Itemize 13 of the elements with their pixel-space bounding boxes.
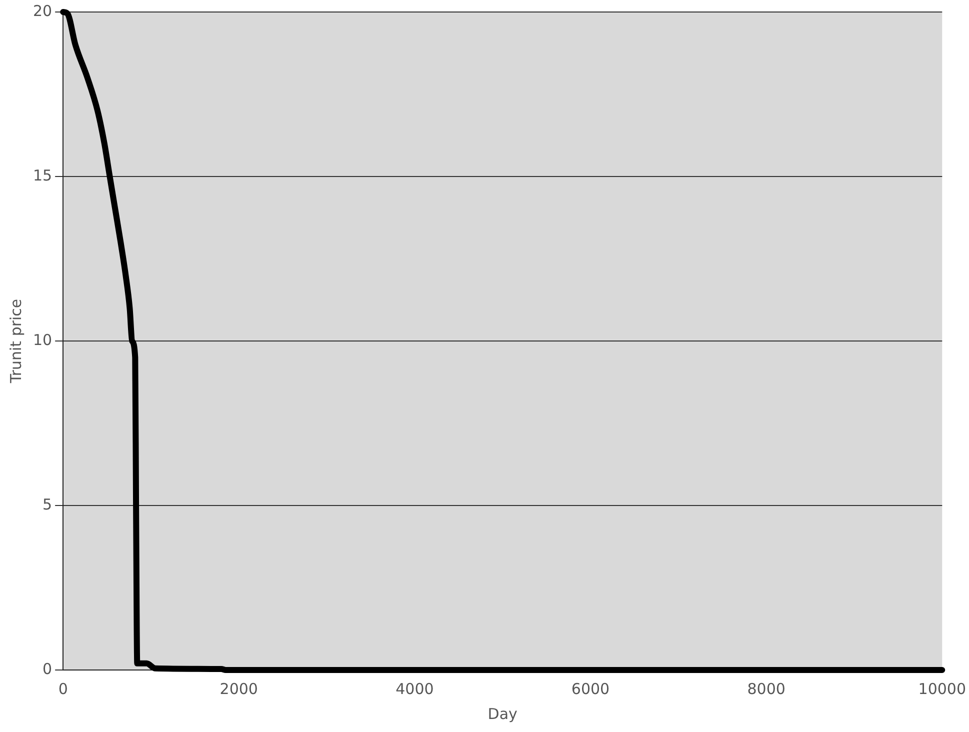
y-tick-label: 0 (42, 660, 52, 678)
y-tick-label: 10 (32, 330, 52, 349)
y-tick-label: 15 (32, 166, 52, 184)
x-tick-label: 2000 (220, 680, 258, 698)
x-tick-label: 8000 (747, 680, 786, 698)
x-tick-label: 6000 (571, 680, 610, 698)
y-tick-label: 5 (42, 495, 52, 514)
x-tick-label: 10000 (918, 680, 966, 698)
y-tick-label: 20 (32, 2, 52, 20)
x-tick-label: 4000 (396, 680, 434, 698)
y-axis-title: Trunit price (6, 298, 25, 384)
x-axis-title: Day (488, 704, 518, 723)
x-tick-label: 0 (58, 680, 68, 698)
